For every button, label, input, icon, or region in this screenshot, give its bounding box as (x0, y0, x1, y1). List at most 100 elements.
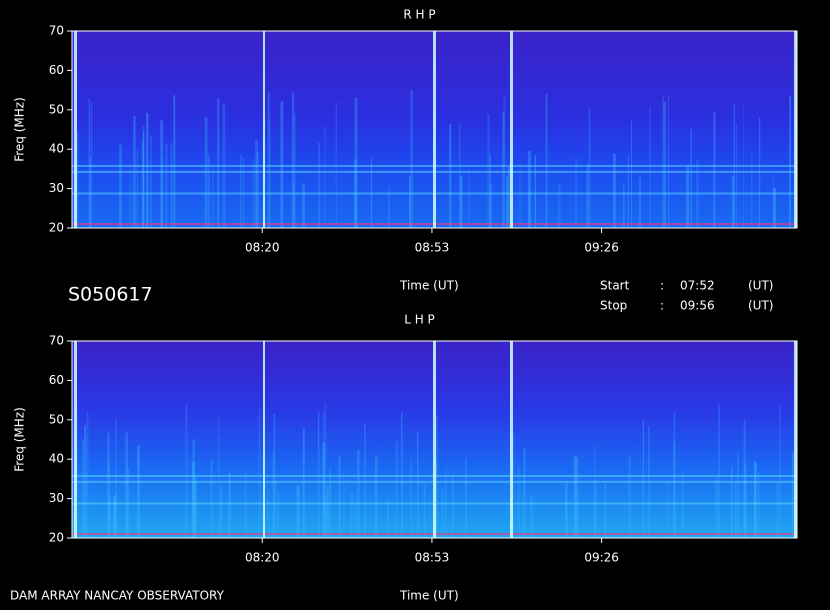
y-tick-label: 20 (49, 221, 64, 235)
texture (649, 105, 651, 228)
texture (291, 92, 295, 228)
texture (743, 420, 746, 538)
texture (451, 475, 455, 538)
texture (150, 135, 152, 228)
y-tick-label: 20 (49, 531, 64, 545)
texture (731, 175, 735, 228)
texture (88, 98, 91, 228)
burst (263, 341, 265, 538)
burst (510, 341, 513, 538)
texture (604, 484, 607, 538)
texture (296, 485, 300, 538)
texture (354, 498, 357, 538)
texture (374, 455, 378, 538)
texture (736, 123, 738, 228)
texture (593, 479, 597, 538)
texture (125, 432, 129, 538)
texture (773, 188, 776, 228)
texture (588, 107, 591, 228)
texture (734, 481, 737, 538)
session-id: S050617 (68, 284, 153, 306)
texture (730, 466, 733, 538)
texture (388, 185, 391, 228)
texture (208, 155, 210, 228)
start-time: 07:52 (680, 279, 715, 293)
texture (758, 117, 761, 228)
burst (433, 31, 436, 228)
y-axis-label: Freq (MHz) (13, 97, 27, 162)
y-axis-label: Freq (MHz) (13, 407, 27, 472)
texture (185, 402, 188, 538)
texture (667, 480, 670, 538)
texture (338, 456, 341, 538)
texture (195, 478, 197, 538)
texture (507, 166, 510, 228)
texture (575, 457, 579, 538)
texture (267, 91, 270, 229)
texture (219, 485, 223, 538)
texture (410, 459, 412, 538)
texture (350, 492, 353, 538)
texture (715, 477, 719, 538)
texture (737, 453, 739, 538)
texture (713, 111, 716, 228)
texture (109, 497, 111, 538)
texture (146, 112, 149, 228)
texture (423, 483, 426, 538)
texture (663, 101, 666, 228)
texture (113, 496, 116, 538)
texture (210, 459, 213, 538)
burst (74, 31, 77, 228)
texture (137, 445, 140, 538)
texture (173, 95, 176, 228)
texture (318, 142, 321, 228)
x-tick-label: 08:53 (415, 241, 450, 255)
burst (794, 31, 797, 228)
texture (458, 123, 461, 228)
texture (142, 131, 145, 228)
start-label: Start (600, 279, 630, 293)
texture (256, 151, 259, 228)
texture (743, 464, 747, 538)
texture (522, 448, 526, 538)
texture (594, 445, 596, 538)
texture (506, 176, 508, 228)
texture (408, 175, 411, 228)
burst (510, 31, 513, 228)
burst (263, 31, 265, 228)
texture (534, 155, 537, 228)
texture (272, 453, 275, 538)
texture (410, 90, 414, 229)
texture (489, 154, 492, 228)
texture (324, 126, 326, 228)
texture (642, 419, 644, 538)
start-sep: : (660, 279, 664, 293)
x-tick-label: 08:20 (245, 551, 280, 565)
texture (718, 404, 720, 538)
texture (211, 166, 214, 228)
observatory: DAM ARRAY NANCAY OBSERVATORY (10, 589, 225, 603)
texture (354, 97, 358, 228)
y-tick-label: 50 (49, 102, 64, 116)
texture (293, 180, 295, 228)
y-tick-label: 40 (49, 142, 64, 156)
texture (277, 490, 280, 538)
texture (115, 418, 117, 538)
burst (794, 341, 797, 538)
texture (441, 487, 444, 538)
frame (71, 340, 798, 539)
texture (638, 176, 642, 228)
texture (192, 462, 196, 538)
texture (545, 94, 548, 228)
texture (511, 434, 515, 538)
y-tick-label: 30 (49, 181, 64, 195)
texture (662, 96, 664, 228)
texture (136, 148, 139, 228)
texture (557, 183, 561, 228)
texture (170, 143, 173, 228)
texture (327, 481, 329, 538)
texture (293, 113, 296, 228)
x-tick-label: 08:53 (415, 551, 450, 565)
y-tick-label: 50 (49, 412, 64, 426)
y-tick-label: 70 (49, 24, 64, 38)
